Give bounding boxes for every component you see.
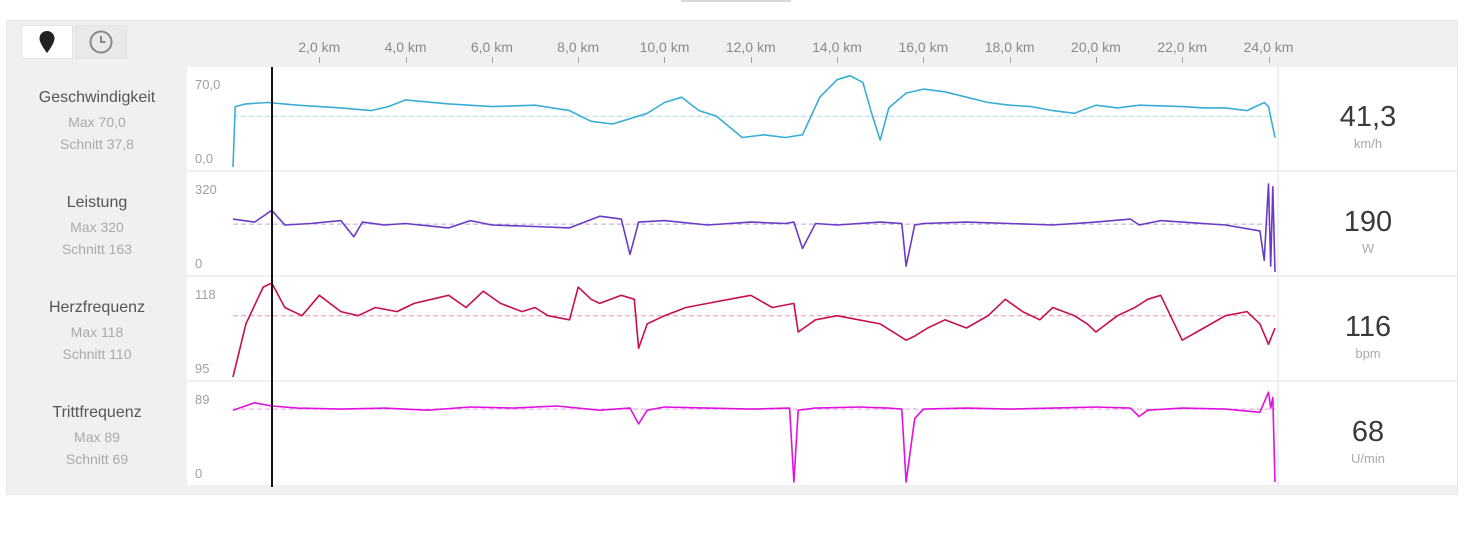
series-line-heart_rate bbox=[232, 282, 1276, 378]
current-unit: bpm bbox=[1355, 346, 1381, 361]
x-tick-mark bbox=[750, 57, 752, 63]
y-min-label: 95 bbox=[195, 361, 210, 376]
toolbar: 2,0 km 4,0 km 6,0 km 8,0 km 10,0 km 12,0 km 14… bbox=[7, 21, 1457, 63]
current-value-cell: 116 bpm bbox=[1279, 277, 1457, 380]
x-tick-label: 22,0 km bbox=[1157, 39, 1208, 55]
metric-max: Max 320 bbox=[70, 219, 124, 235]
x-tick-mark bbox=[923, 57, 925, 63]
x-tick-mark bbox=[837, 57, 839, 63]
metric-chart-cadence[interactable]: 89 0 bbox=[187, 382, 1277, 485]
y-max-label: 70,0 bbox=[195, 77, 221, 92]
metric-row-power: Leistung Max 320 Schnitt 163 320 0 190 W bbox=[7, 172, 1457, 275]
metric-chart-speed[interactable]: 70,0 0,0 bbox=[187, 67, 1277, 170]
chart-panel: 2,0 km 4,0 km 6,0 km 8,0 km 10,0 km 12,0 km 14… bbox=[6, 20, 1458, 495]
current-unit: U/min bbox=[1351, 451, 1385, 466]
current-value-cell: 190 W bbox=[1279, 172, 1457, 275]
metric-label-cell: Geschwindigkeit Max 70,0 Schnitt 37,8 bbox=[7, 67, 187, 170]
x-tick-mark bbox=[664, 57, 666, 63]
position-cursor[interactable] bbox=[271, 67, 273, 487]
metric-name: Geschwindigkeit bbox=[38, 89, 156, 106]
x-tick-label: 2,0 km bbox=[298, 39, 341, 55]
x-tick-mark bbox=[1268, 57, 1270, 63]
x-tick-label: 14,0 km bbox=[812, 39, 862, 55]
x-tick-label: 12,0 km bbox=[725, 39, 776, 55]
x-axis: 2,0 km 4,0 km 6,0 km 8,0 km 10,0 km 12,0 km 14… bbox=[7, 21, 1457, 63]
x-tick-mark bbox=[1182, 57, 1184, 63]
x-tick-label: 10,0 km bbox=[639, 39, 690, 55]
current-unit: km/h bbox=[1353, 136, 1383, 151]
line-plot-power bbox=[232, 183, 1276, 273]
current-value: 116 bbox=[1344, 311, 1392, 343]
series-line-speed bbox=[232, 74, 1276, 168]
current-value-cell: 41,3 km/h bbox=[1279, 67, 1457, 170]
line-plot-speed bbox=[232, 74, 1276, 168]
metric-max: Max 89 bbox=[74, 429, 120, 445]
y-max-label: 89 bbox=[195, 392, 210, 407]
metric-label-cell: Leistung Max 320 Schnitt 163 bbox=[7, 172, 187, 275]
metric-max: Max 70,0 bbox=[68, 114, 126, 130]
top-tab-indicator bbox=[681, 0, 791, 3]
series-line-cadence bbox=[232, 391, 1276, 483]
metric-label-cell: Herzfrequenz Max 118 Schnitt 110 bbox=[7, 277, 187, 380]
metric-name: Herzfrequenz bbox=[48, 299, 146, 316]
metric-average: Schnitt 110 bbox=[62, 346, 132, 362]
x-tick-label: 8,0 km bbox=[557, 39, 600, 55]
metric-name: Trittfrequenz bbox=[52, 404, 142, 421]
current-unit: W bbox=[1361, 241, 1375, 256]
y-min-label: 0 bbox=[195, 256, 203, 271]
time-mode-button[interactable] bbox=[75, 25, 127, 59]
x-tick-mark bbox=[405, 57, 407, 63]
metric-average: Schnitt 37,8 bbox=[60, 136, 134, 152]
metric-max: Max 118 bbox=[70, 324, 124, 340]
x-tick-label: 24,0 km bbox=[1243, 39, 1294, 55]
current-value-cell: 68 U/min bbox=[1279, 382, 1457, 485]
metric-name: Leistung bbox=[66, 194, 128, 211]
metric-chart-power[interactable]: 320 0 bbox=[187, 172, 1277, 275]
metric-label-cell: Trittfrequenz Max 89 Schnitt 69 bbox=[7, 382, 187, 485]
x-tick-mark bbox=[319, 57, 321, 63]
metric-row-heart_rate: Herzfrequenz Max 118 Schnitt 110 118 95 116 bp… bbox=[7, 277, 1457, 380]
y-min-label: 0,0 bbox=[195, 151, 214, 166]
map-pin-icon bbox=[39, 31, 55, 53]
line-plot-cadence bbox=[232, 391, 1276, 483]
x-tick-label: 18,0 km bbox=[984, 39, 1035, 55]
x-tick-label: 6,0 km bbox=[470, 39, 513, 55]
current-value: 41,3 bbox=[1339, 101, 1397, 133]
y-min-label: 0 bbox=[195, 466, 203, 481]
metric-chart-heart_rate[interactable]: 118 95 bbox=[187, 277, 1277, 380]
metric-row-speed: Geschwindigkeit Max 70,0 Schnitt 37,8 70,0 0… bbox=[7, 67, 1457, 170]
x-tick-mark bbox=[1095, 57, 1097, 63]
distance-mode-button[interactable] bbox=[21, 25, 73, 59]
x-tick-label: 4,0 km bbox=[384, 39, 427, 55]
series-line-power bbox=[232, 183, 1276, 273]
y-max-label: 320 bbox=[195, 182, 217, 197]
x-tick-label: 16,0 km bbox=[898, 39, 949, 55]
line-plot-heart_rate bbox=[232, 282, 1276, 378]
x-tick-mark bbox=[491, 57, 493, 63]
clock-icon bbox=[89, 30, 113, 54]
y-max-label: 118 bbox=[195, 287, 216, 302]
metric-row-cadence: Trittfrequenz Max 89 Schnitt 69 89 0 68 U/min bbox=[7, 382, 1457, 485]
x-tick-label: 20,0 km bbox=[1071, 39, 1121, 55]
x-tick-mark bbox=[1009, 57, 1011, 63]
metric-average: Schnitt 163 bbox=[61, 241, 133, 257]
x-tick-mark bbox=[578, 57, 580, 63]
current-value: 190 bbox=[1343, 206, 1393, 238]
metric-average: Schnitt 69 bbox=[65, 451, 129, 467]
current-value: 68 bbox=[1351, 416, 1385, 448]
